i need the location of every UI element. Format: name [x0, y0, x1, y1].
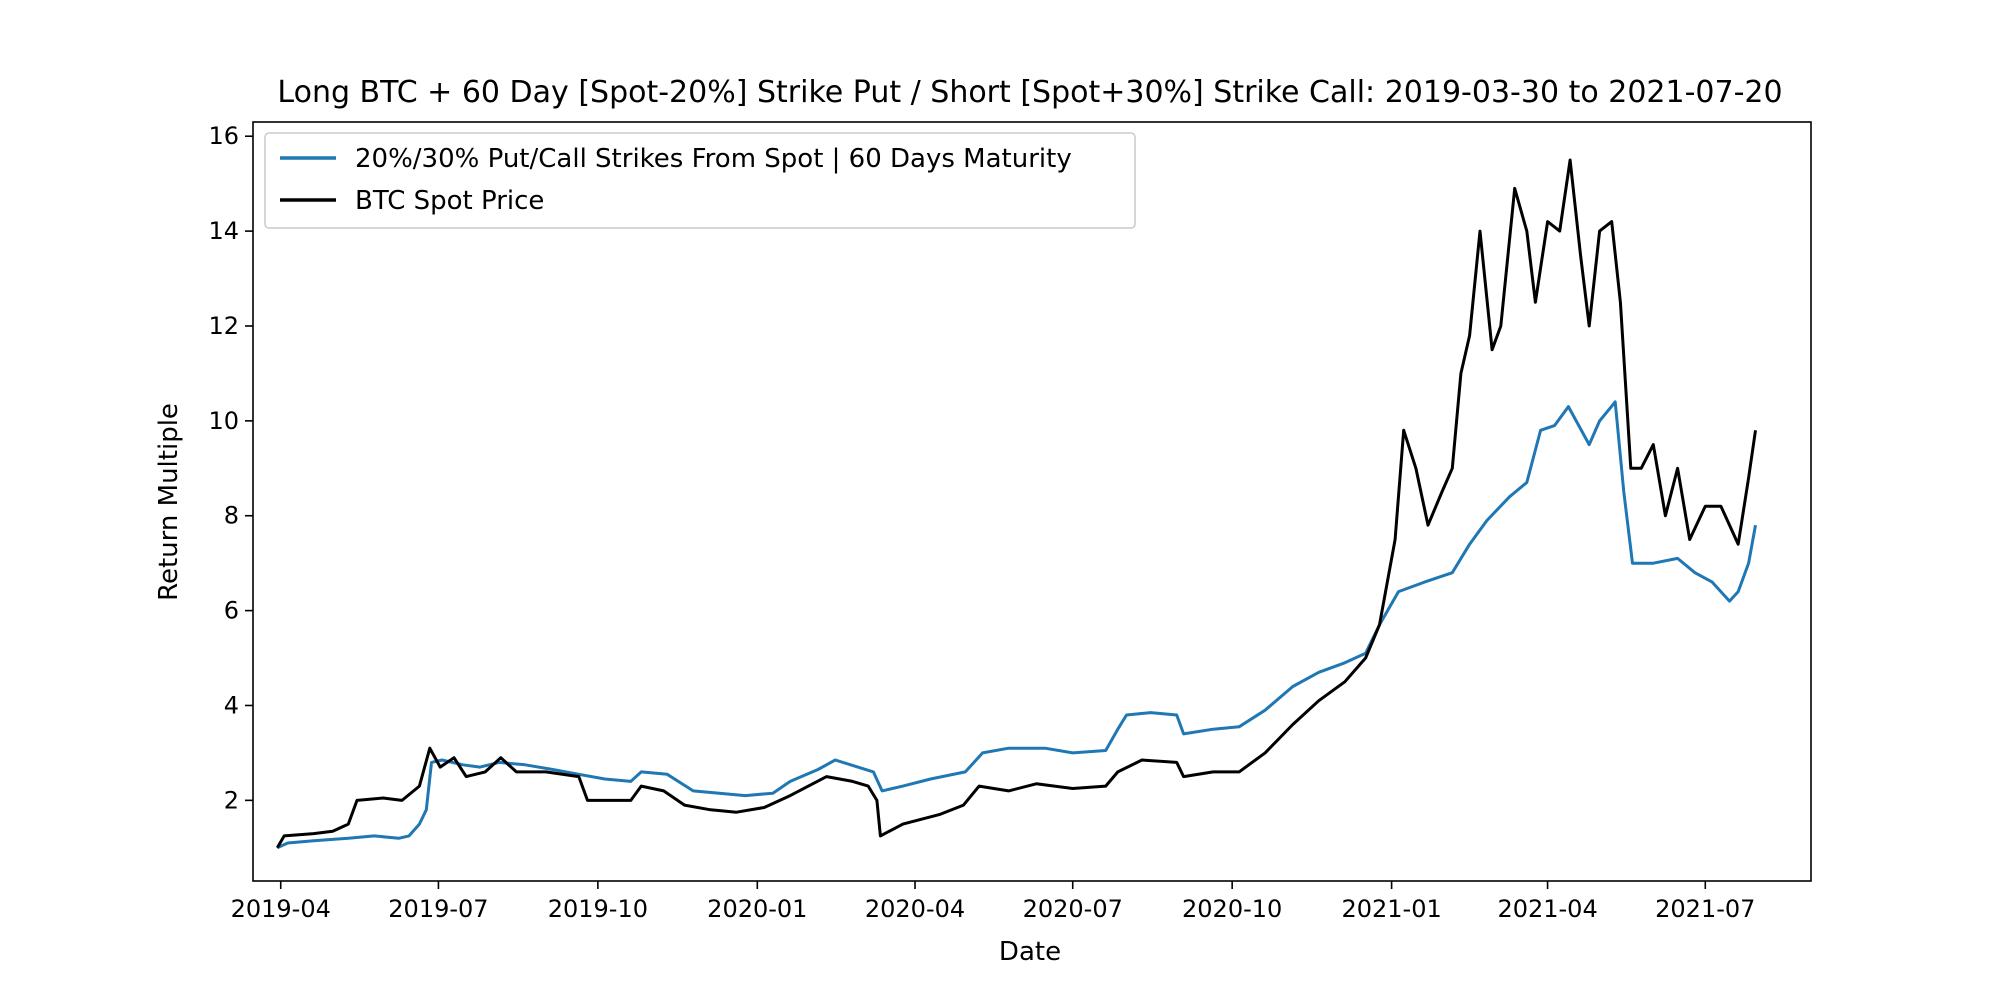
y-tick-label: 12 — [208, 312, 239, 340]
x-axis: 2019-04 2019-07 2019-10 2020-01 2020-04 2020-… — [231, 881, 1755, 923]
y-tick-label: 4 — [224, 691, 239, 719]
x-tick-label: 2019-07 — [388, 895, 488, 923]
x-tick-label: 2019-10 — [548, 895, 648, 923]
y-tick-label: 2 — [224, 786, 239, 814]
strategy-line — [276, 400, 1757, 850]
y-tick-label: 6 — [224, 597, 239, 625]
x-tick-label: 2021-07 — [1655, 895, 1755, 923]
y-tick-label: 8 — [224, 502, 239, 530]
x-tick-label: 2020-10 — [1182, 895, 1282, 923]
x-tick-label: 2020-04 — [865, 895, 965, 923]
legend-label-btc: BTC Spot Price — [355, 186, 544, 216]
x-tick-label: 2021-04 — [1497, 895, 1597, 923]
btc-spot-line — [276, 158, 1757, 849]
legend: 20%/30% Put/Call Strikes From Spot | 60 … — [264, 132, 1136, 229]
y-tick-label: 14 — [208, 217, 239, 245]
y-axis: 2 4 6 8 10 12 14 16 — [208, 122, 253, 814]
legend-label-strategy: 20%/30% Put/Call Strikes From Spot | 60 … — [355, 144, 1072, 174]
y-tick-label: 10 — [208, 407, 239, 435]
chart-title: Long BTC + 60 Day [Spot-20%] Strike Put … — [277, 75, 1782, 110]
x-tick-label: 2019-04 — [231, 895, 331, 923]
series-lines — [276, 158, 1757, 850]
x-tick-label: 2021-01 — [1341, 895, 1441, 923]
x-tick-label: 2020-01 — [707, 895, 807, 923]
x-axis-title: Date — [999, 937, 1061, 967]
y-axis-title: Return Multiple — [154, 403, 184, 601]
y-tick-label: 16 — [208, 122, 239, 150]
x-tick-label: 2020-07 — [1023, 895, 1123, 923]
plot-area — [252, 121, 1812, 882]
legend-box — [264, 132, 1136, 229]
